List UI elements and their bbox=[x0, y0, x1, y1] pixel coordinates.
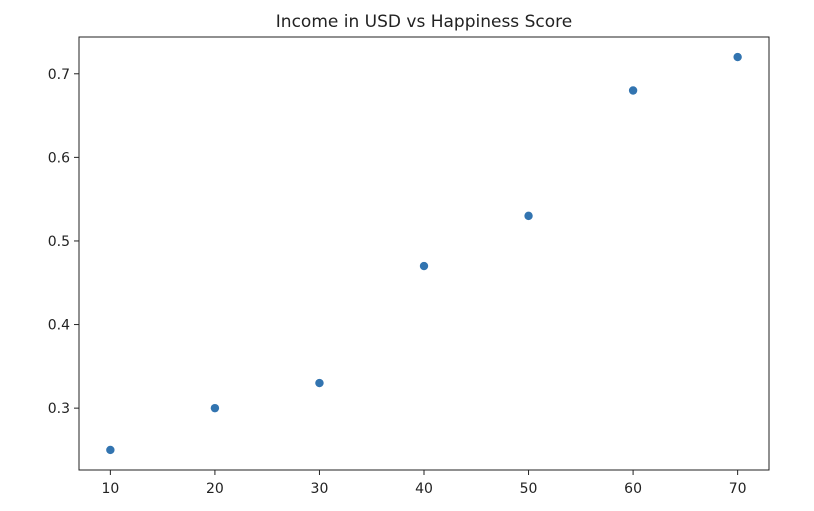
data-point bbox=[106, 445, 115, 455]
y-axis: 0.3 0.4 0.5 0.6 0.7 bbox=[48, 67, 79, 417]
x-tick-label: 50 bbox=[520, 481, 538, 497]
x-tick-label: 20 bbox=[206, 481, 224, 497]
y-tick-label: 0.4 bbox=[48, 318, 70, 334]
data-point bbox=[524, 211, 533, 221]
data-point bbox=[210, 403, 220, 413]
x-tick-label: 10 bbox=[101, 481, 119, 497]
x-axis: 10 20 30 40 50 60 70 bbox=[101, 470, 747, 497]
x-tick-label: 70 bbox=[729, 481, 747, 497]
data-point bbox=[419, 261, 429, 271]
y-tick-label: 0.5 bbox=[48, 234, 70, 250]
y-tick-label: 0.3 bbox=[48, 401, 70, 417]
x-tick-label: 40 bbox=[415, 481, 433, 497]
data-point bbox=[628, 86, 638, 95]
x-tick-label: 30 bbox=[311, 481, 329, 497]
plot-frame bbox=[78, 36, 770, 471]
data-point bbox=[315, 378, 324, 388]
data-points bbox=[106, 52, 742, 455]
y-tick-label: 0.6 bbox=[48, 150, 70, 166]
data-point bbox=[733, 52, 742, 62]
x-tick-label: 60 bbox=[624, 481, 642, 497]
chart-title: Income in USD vs Happiness Score bbox=[276, 12, 572, 32]
y-tick-label: 0.7 bbox=[48, 67, 70, 83]
